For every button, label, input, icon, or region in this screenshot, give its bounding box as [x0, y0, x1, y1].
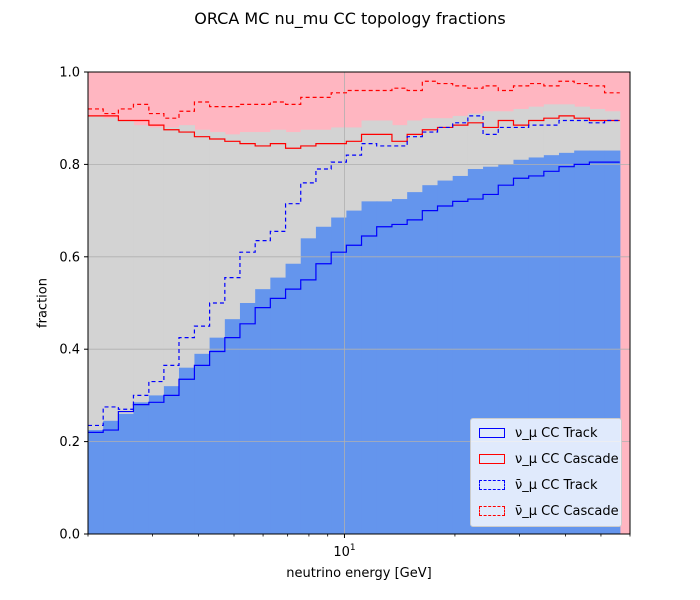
track_fraction_fill-bin-22: [422, 185, 439, 534]
track_fraction_fill-bin-14: [300, 238, 317, 534]
chart-title: ORCA MC nu_mu CC topology fractions: [194, 9, 506, 28]
track_fraction_fill-bin-17: [346, 210, 363, 534]
grid-lines: [88, 72, 630, 534]
track_fraction_fill-bin-5: [163, 386, 180, 534]
track_fraction_fill-bin-10: [239, 303, 256, 534]
track_fraction_fill-bin-2: [118, 413, 135, 534]
legend-swatch-numu-cascade: [479, 454, 505, 464]
track_fraction_fill-bin-3: [133, 402, 150, 534]
track_fraction_fill-bin-11: [255, 289, 271, 534]
y-tick-label-4: 0.8: [59, 158, 80, 173]
y-axis-label: fraction: [35, 278, 51, 328]
y-tick-label-5: 1.0: [59, 66, 80, 81]
legend: ν_μ CC Track ν_μ CC Cascade ν̄_μ CC Trac…: [470, 418, 622, 527]
series-line-0: [88, 161, 620, 433]
track_fraction_fill-bin-12: [270, 277, 287, 534]
legend-swatch-anumu-track: [479, 480, 505, 490]
series-line-3: [88, 80, 620, 119]
track_fraction_fill-bin-16: [331, 217, 347, 534]
legend-swatch-numu-track: [479, 428, 505, 438]
cascade_fraction_fill-bin-0: [88, 115, 104, 534]
axes: 0.0 0.2 0.4 0.6 0.8 1.0 101: [59, 66, 631, 560]
track_fraction_fill-bin-7: [194, 353, 211, 534]
track_fraction_fill-bin-20: [391, 199, 408, 535]
track_fraction_fill-bin-19: [376, 201, 393, 535]
y-tick-label-1: 0.2: [59, 435, 80, 450]
legend-item-anumu-cascade: ν̄_μ CC Cascade: [479, 502, 619, 520]
track_fraction_fill-bin-18: [361, 201, 378, 535]
track_fraction_fill-bin-9: [224, 319, 241, 534]
legend-item-numu-track: ν_μ CC Track: [479, 424, 597, 442]
x-tick-label-0: 101: [333, 543, 355, 560]
legend-item-anumu-track: ν̄_μ CC Track: [479, 476, 597, 494]
track_fraction_fill-bin-4: [148, 395, 165, 534]
track_fraction_fill-bin-23: [437, 180, 454, 534]
track_fraction_fill-bin-1: [103, 420, 119, 534]
legend-label-numu-cascade: ν_μ CC Cascade: [515, 451, 619, 467]
track_fraction_fill-bin-13: [285, 263, 302, 534]
series-line-2: [88, 115, 620, 427]
legend-label-anumu-cascade: ν̄_μ CC Cascade: [515, 503, 619, 519]
series-lines: [88, 80, 620, 433]
y-tick-label-2: 0.4: [59, 343, 80, 358]
track_fraction_fill-bin-21: [407, 192, 423, 534]
plot-frame: [87, 71, 631, 535]
track_fraction_fill-bin-24: [452, 175, 469, 534]
y-tick-label-3: 0.6: [59, 250, 80, 265]
legend-label-anumu-track: ν̄_μ CC Track: [515, 477, 598, 493]
track_fraction_fill-bin-8: [209, 337, 226, 534]
x-axis-label: neutrino energy [GeV]: [286, 566, 432, 581]
track_fraction_fill-bin-6: [178, 367, 196, 534]
legend-item-numu-cascade: ν_μ CC Cascade: [479, 450, 619, 468]
y-tick-label-0: 0.0: [59, 528, 80, 543]
series-line-1: [88, 115, 620, 149]
track_fraction_fill-bin-0: [88, 430, 104, 534]
legend-swatch-anumu-cascade: [479, 506, 505, 516]
track_fraction_fill-bin-15: [315, 226, 332, 534]
legend-label-numu-track: ν_μ CC Track: [515, 425, 598, 441]
